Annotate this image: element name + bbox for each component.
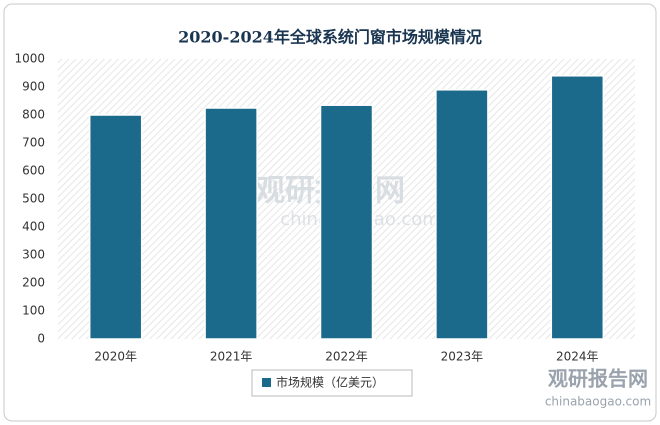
- bar: [88, 114, 143, 340]
- y-tick-label: 300: [22, 248, 45, 262]
- y-tick-label: 400: [22, 220, 45, 234]
- bar: [550, 75, 605, 340]
- x-tick-label: 2020年: [94, 350, 137, 364]
- bar: [204, 107, 258, 340]
- y-tick-label: 600: [22, 164, 45, 178]
- corner-site: chinabaogao.com: [545, 395, 651, 409]
- y-tick-label: 1000: [14, 52, 45, 66]
- y-tick-label: 700: [22, 136, 45, 150]
- x-tick-label: 2023年: [441, 350, 484, 364]
- legend-swatch: [262, 378, 271, 387]
- legend-box: [251, 369, 413, 397]
- bar: [435, 89, 489, 340]
- y-tick-label: 900: [22, 80, 45, 94]
- bar: [319, 104, 374, 340]
- y-tick-label: 100: [22, 304, 45, 318]
- corner-brand: 观研报告网: [548, 367, 648, 391]
- y-tick-label: 800: [22, 108, 45, 122]
- x-tick-label: 2024年: [556, 350, 599, 364]
- chart-title: 2020-2024年全球系统门窗市场规模情况: [178, 28, 482, 47]
- y-tick-label: 200: [22, 276, 45, 290]
- y-tick-label: 0: [37, 332, 45, 346]
- x-tick-label: 2022年: [325, 350, 368, 364]
- legend-label: 市场规模（亿美元）: [276, 375, 384, 390]
- y-tick-label: 500: [22, 192, 45, 206]
- x-tick-label: 2021年: [210, 350, 253, 364]
